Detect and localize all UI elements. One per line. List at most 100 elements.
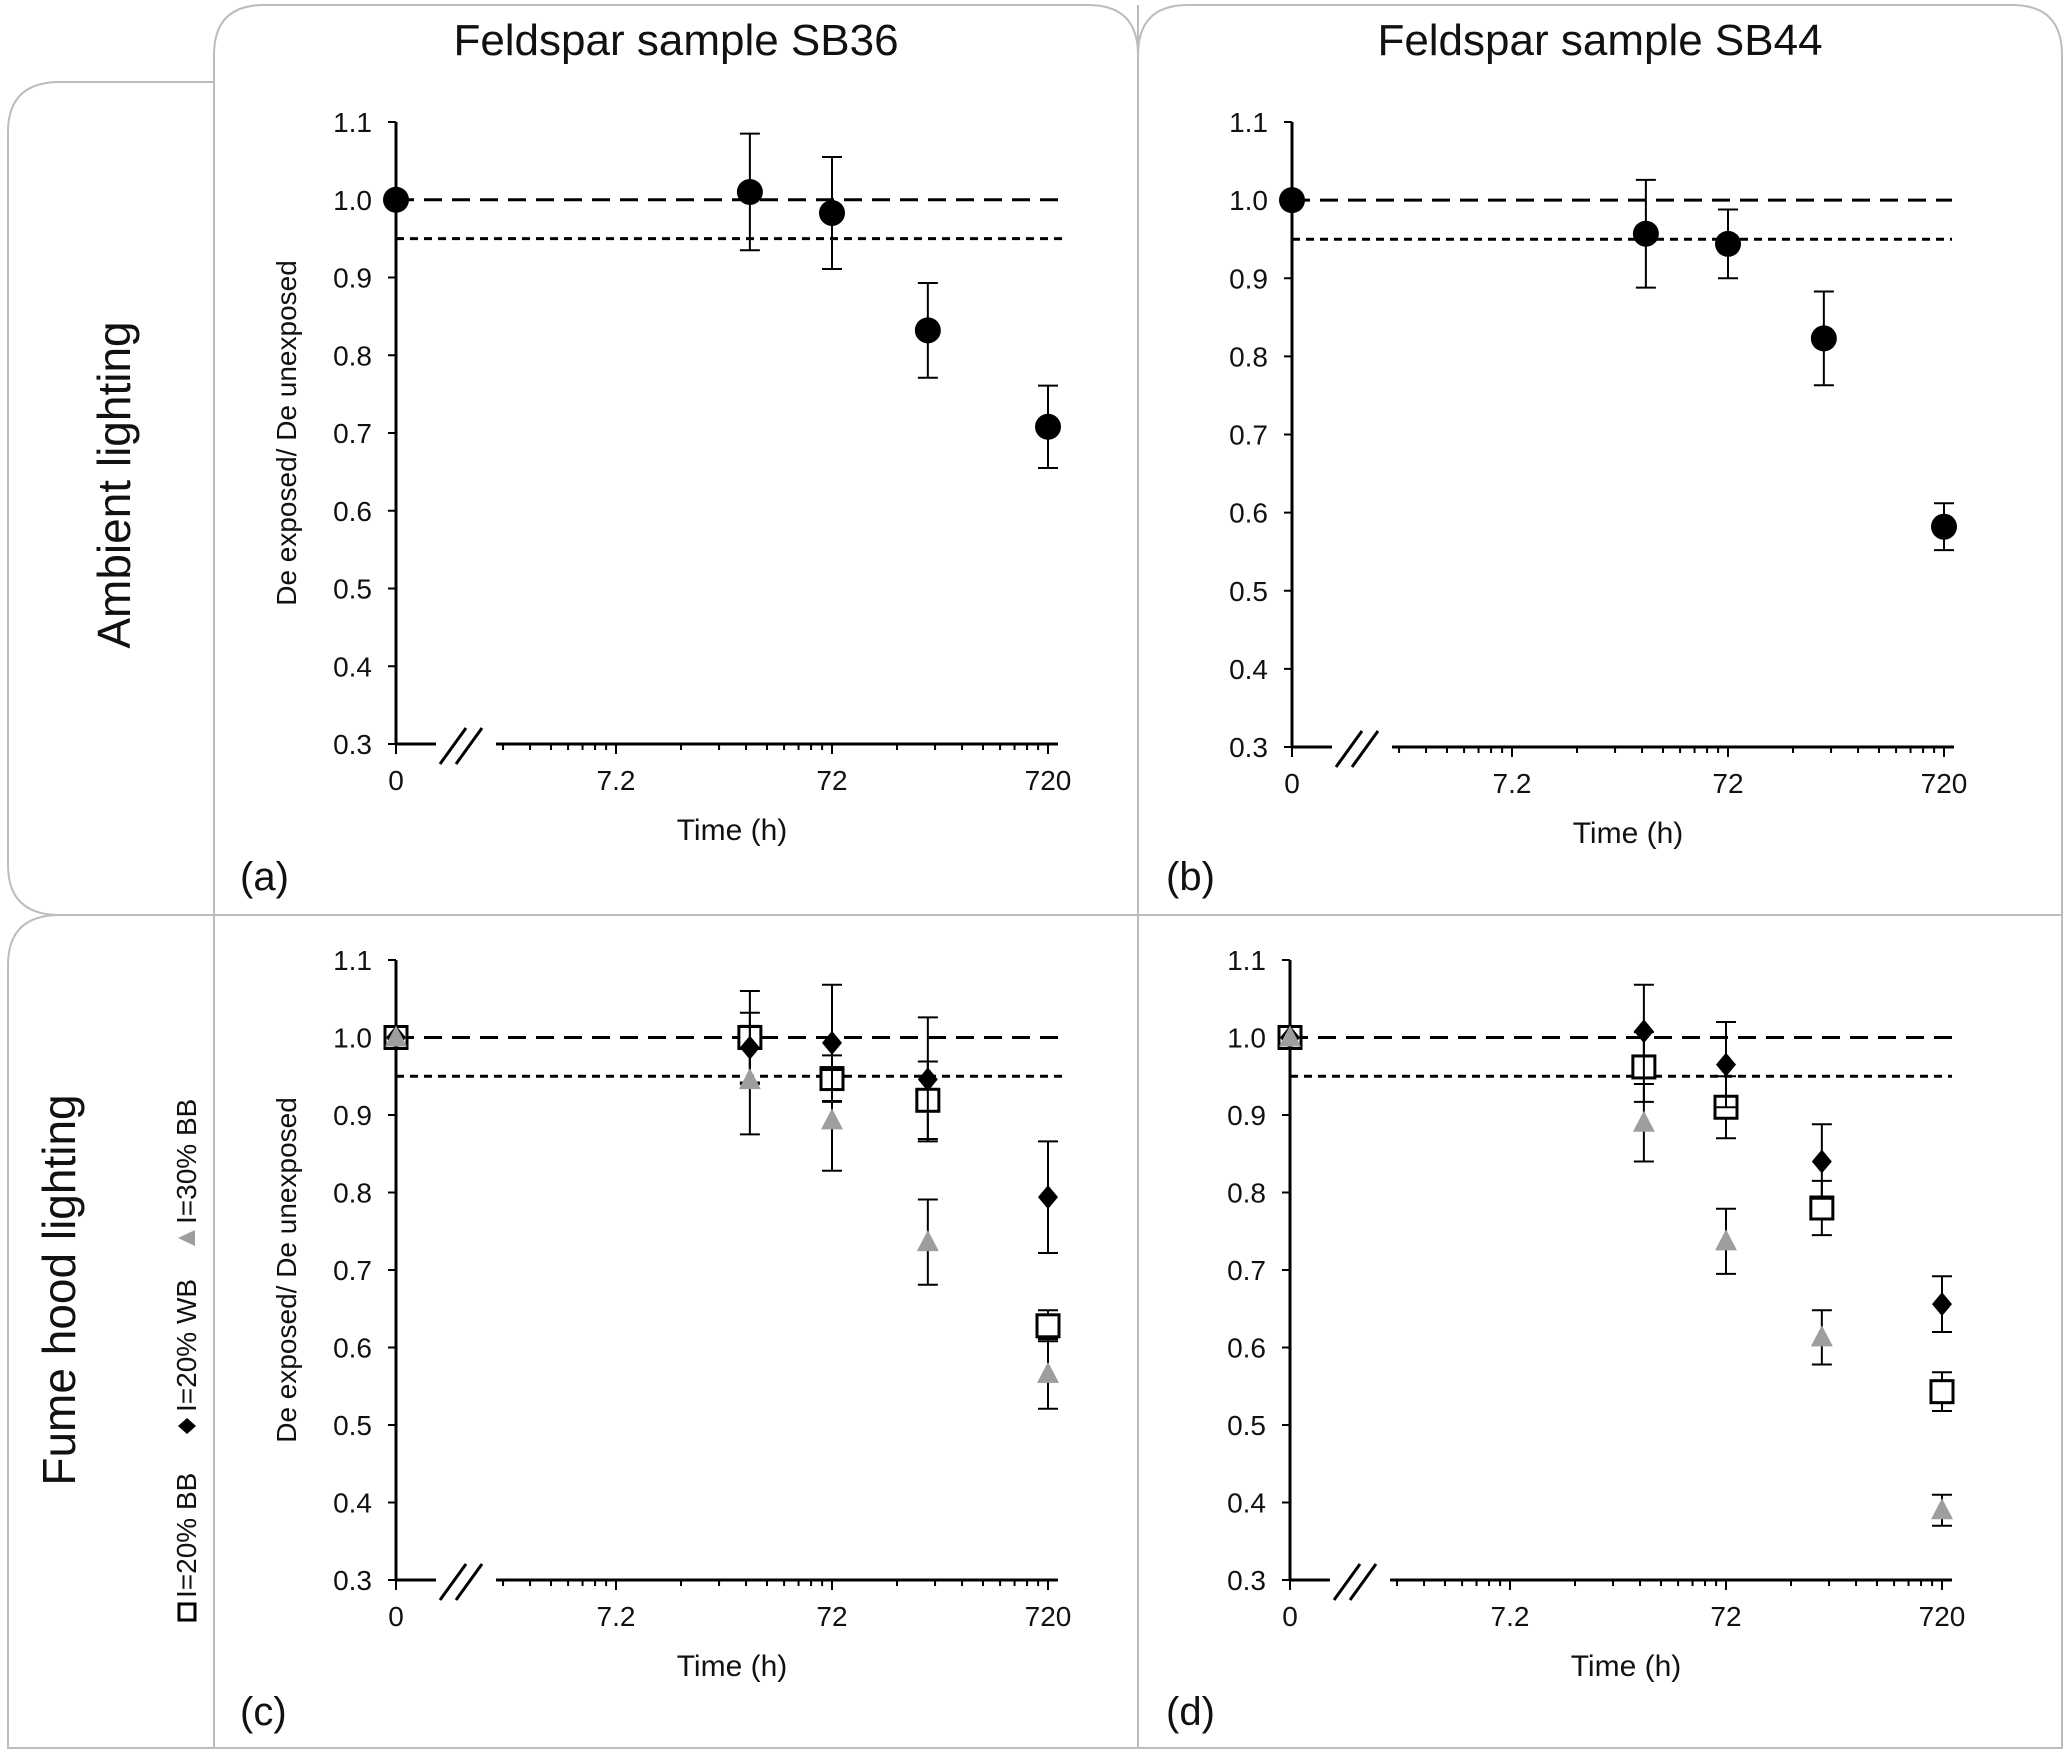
x-tick-label: 72 (1710, 1601, 1741, 1632)
data-point-diamond (1932, 1292, 1952, 1317)
y-tick-label: 0.7 (1227, 1255, 1266, 1286)
legend-open-square-icon (177, 1602, 197, 1622)
y-tick-label: 0.3 (1227, 1565, 1266, 1596)
axis-break-mark (1348, 1563, 1378, 1601)
x-axis-label: Time (h) (677, 1650, 788, 1683)
data-point-triangle (1931, 1498, 1953, 1520)
y-tick-label: 0.5 (333, 1410, 372, 1441)
data-point-circle (383, 186, 409, 213)
x-tick-label: 0 (388, 1601, 404, 1632)
y-tick-label: 0.3 (333, 1565, 372, 1596)
data-point-circle (1035, 413, 1061, 440)
x-axis-label: Time (h) (1573, 817, 1684, 850)
x-tick-label: 72 (1712, 768, 1743, 799)
panel-label: (c) (240, 1690, 287, 1734)
legend-diamond-icon (178, 1418, 196, 1434)
data-point-square (1035, 1313, 1061, 1339)
data-point-circle (1715, 230, 1741, 257)
data-point-circle (1279, 187, 1305, 214)
x-tick-label: 7.2 (1491, 1601, 1530, 1632)
y-tick-label: 0.8 (1227, 1178, 1266, 1209)
x-tick-label: 7.2 (1493, 768, 1532, 799)
x-tick-label: 720 (1921, 768, 1968, 799)
axis-break-mark (1334, 730, 1364, 768)
data-point-circle (1810, 325, 1837, 352)
row-header-frame-bottom (7, 914, 2063, 1749)
y-tick-label: 0.3 (1229, 732, 1268, 763)
row-header-fume-hood: Fume hood lighting (33, 1094, 85, 1485)
y-tick-label: 1.1 (1227, 945, 1266, 976)
axis-break-mark (454, 727, 484, 765)
y-tick-label: 0.9 (1229, 263, 1268, 294)
axis-break-mark (1332, 1563, 1362, 1601)
legend-label-30bb: I=30% BB (171, 1099, 202, 1224)
x-tick-label: 720 (1025, 1601, 1072, 1632)
column-header-frame-left (213, 4, 1139, 915)
data-point-square (1929, 1379, 1955, 1405)
y-tick-label: 0.6 (1227, 1333, 1266, 1364)
panel-b: 0.3 0.4 0.5 0.6 0.7 0.8 0.9 1.0 1.1 0 7.2 72 720 Time… (1166, 107, 1967, 899)
data-point-triangle (1632, 1110, 1655, 1132)
x-tick-label: 720 (1025, 765, 1072, 796)
x-tick-label: 0 (1284, 768, 1300, 799)
column-header-frame-right (1137, 4, 2063, 915)
data-point-circle (1632, 220, 1659, 247)
y-tick-label: 0.5 (333, 574, 372, 605)
y-tick-label: 0.4 (1227, 1488, 1266, 1519)
row-header-frame-top (7, 81, 2062, 916)
y-tick-label: 0.6 (333, 496, 372, 527)
y-tick-label: 0.4 (333, 1488, 372, 1519)
x-tick-label: 720 (1919, 1601, 1966, 1632)
legend-label-20wb: I=20% WB (171, 1279, 202, 1412)
data-point-triangle (1715, 1229, 1737, 1251)
panel-c: 0.3 0.4 0.5 0.6 0.7 0.8 0.9 1.0 1.1 0 7.2 72 720 Time… (240, 945, 1071, 1734)
data-point-triangle (738, 1068, 761, 1090)
panel-label: (d) (1166, 1690, 1215, 1734)
axis-break-mark (454, 1563, 484, 1601)
data-point-diamond (822, 1030, 842, 1055)
panel-label: (b) (1166, 855, 1215, 899)
data-point-diamond (1038, 1185, 1058, 1210)
data-point-diamond (1633, 1019, 1654, 1044)
data-point-square (1809, 1195, 1835, 1221)
y-tick-label: 0.9 (333, 263, 372, 294)
y-tick-label: 0.6 (333, 1333, 372, 1364)
legend-label-20bb: I=20% BB (171, 1473, 202, 1598)
y-tick-label: 1.1 (333, 107, 372, 138)
y-tick-label: 0.5 (1229, 576, 1268, 607)
x-tick-label: 0 (1282, 1601, 1298, 1632)
legend: I=20% BB I=20% WB I=30% BB (171, 1099, 202, 1622)
y-tick-label: 0.6 (1229, 498, 1268, 529)
y-tick-label: 1.0 (333, 185, 372, 216)
y-tick-label: 0.5 (1227, 1410, 1266, 1441)
x-tick-label: 72 (816, 1601, 847, 1632)
y-tick-label: 1.1 (333, 945, 372, 976)
data-point-diamond (1811, 1149, 1832, 1174)
x-tick-label: 7.2 (597, 765, 636, 796)
data-point-diamond (1716, 1052, 1736, 1077)
axis-break-mark (1350, 730, 1380, 768)
y-axis-label: De exposed/ De unexposed (271, 1097, 302, 1443)
x-tick-label: 7.2 (597, 1601, 636, 1632)
axis-break-mark (438, 727, 468, 765)
y-tick-label: 1.1 (1229, 107, 1268, 138)
x-tick-label: 0 (388, 765, 404, 796)
panel-label: (a) (240, 855, 289, 899)
data-point-triangle (1037, 1361, 1059, 1383)
y-tick-label: 1.0 (1227, 1023, 1266, 1054)
data-point-triangle (385, 1025, 407, 1047)
x-axis-label: Time (h) (1571, 1650, 1682, 1683)
y-tick-label: 0.3 (333, 729, 372, 760)
data-point-circle (914, 317, 941, 344)
data-point-triangle (1810, 1325, 1833, 1347)
x-axis-label: Time (h) (677, 814, 788, 847)
data-point-triangle (916, 1230, 939, 1252)
y-tick-label: 1.0 (1229, 185, 1268, 216)
column-header-sb36: Feldspar sample SB36 (453, 16, 898, 65)
data-point-circle (736, 178, 763, 205)
panel-d: 0.3 0.4 0.5 0.6 0.7 0.8 0.9 1.0 1.1 0 7.2 72 720 Time… (1166, 945, 1965, 1734)
y-tick-label: 1.0 (333, 1023, 372, 1054)
y-tick-label: 0.4 (333, 651, 372, 682)
y-tick-label: 0.8 (1229, 341, 1268, 372)
data-point-circle (1931, 513, 1957, 540)
